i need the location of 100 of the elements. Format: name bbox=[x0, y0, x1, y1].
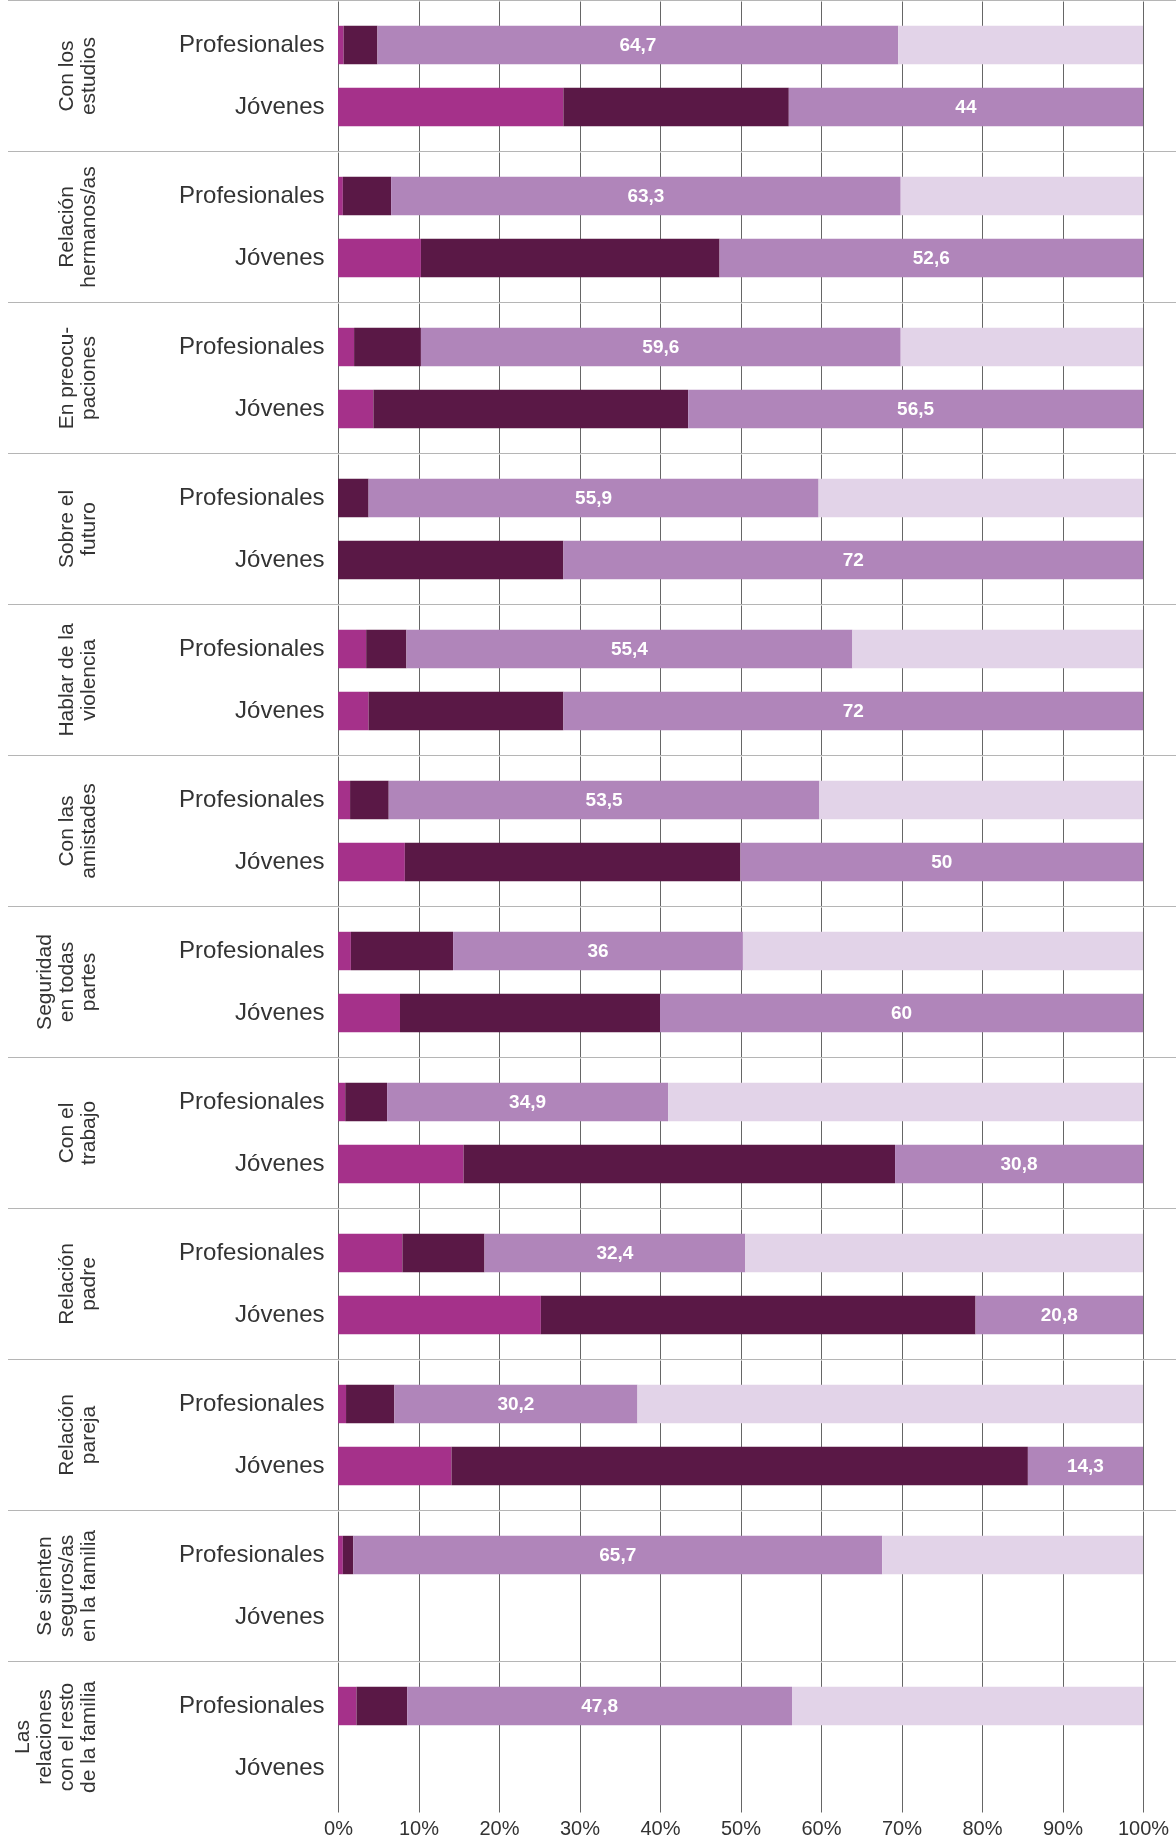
x-tick-label: 100% bbox=[1117, 1816, 1170, 1838]
y-tick-label: Jóvenes bbox=[235, 393, 325, 421]
bar bbox=[338, 1144, 464, 1184]
data-label: 64,7 bbox=[619, 34, 657, 56]
y-tick-label: Profesionales bbox=[179, 181, 325, 209]
bar bbox=[463, 1144, 896, 1184]
bar bbox=[895, 1144, 1143, 1184]
bar bbox=[338, 176, 343, 216]
text: Se sienten seguros/as en la familia bbox=[31, 1529, 99, 1643]
bar bbox=[338, 1082, 346, 1122]
bar bbox=[338, 629, 367, 669]
y-tick-label: Profesionales bbox=[179, 1238, 325, 1266]
bar bbox=[338, 1446, 452, 1486]
bar bbox=[742, 931, 1143, 971]
x-tick-label: 70% bbox=[881, 1816, 923, 1838]
data-label: 59,6 bbox=[642, 336, 680, 358]
bar bbox=[484, 1233, 746, 1273]
bar bbox=[338, 478, 369, 518]
bar bbox=[338, 1295, 541, 1335]
y-tick-label: Jóvenes bbox=[235, 1752, 325, 1780]
bar bbox=[740, 842, 1143, 882]
bar bbox=[366, 629, 407, 669]
data-label: 65,7 bbox=[599, 1544, 637, 1566]
bar bbox=[350, 780, 389, 820]
text: Relación padre bbox=[53, 1243, 99, 1325]
bar bbox=[453, 931, 743, 971]
text: Las relaciones con el resto de la familia bbox=[9, 1680, 99, 1794]
bar bbox=[338, 25, 344, 65]
data-label: 63,3 bbox=[627, 185, 665, 207]
bar bbox=[338, 780, 351, 820]
bar bbox=[338, 1233, 403, 1273]
y-tick-label: Profesionales bbox=[179, 1389, 325, 1417]
text: Con el trabajo bbox=[53, 1100, 99, 1166]
text: Con los estudios bbox=[53, 36, 99, 116]
data-label: 44 bbox=[955, 95, 977, 117]
y-tick-label: Profesionales bbox=[179, 30, 325, 58]
bar bbox=[637, 1384, 1143, 1424]
y-tick-label: Profesionales bbox=[179, 936, 325, 964]
data-label: 30,2 bbox=[497, 1393, 535, 1415]
bar bbox=[342, 176, 392, 216]
x-tick-label: 80% bbox=[962, 1816, 1003, 1838]
bar bbox=[338, 842, 405, 882]
data-label: 72 bbox=[842, 699, 864, 721]
y-tick-label: Jóvenes bbox=[235, 997, 325, 1025]
y-tick-label: Profesionales bbox=[179, 634, 325, 662]
bar bbox=[660, 993, 1143, 1033]
bar bbox=[338, 238, 421, 278]
bar bbox=[719, 238, 1143, 278]
data-label: 55,9 bbox=[575, 487, 613, 509]
bar bbox=[745, 1233, 1143, 1273]
bar bbox=[388, 780, 820, 820]
bar bbox=[338, 540, 564, 580]
bar bbox=[368, 691, 564, 731]
bar bbox=[563, 87, 789, 127]
y-tick-label: Profesionales bbox=[179, 785, 325, 813]
y-tick-label: Profesionales bbox=[179, 1087, 325, 1115]
y-tick-label: Jóvenes bbox=[235, 1601, 325, 1629]
y-tick-label: Jóvenes bbox=[235, 242, 325, 270]
bar bbox=[975, 1295, 1143, 1335]
y-tick-label: Profesionales bbox=[179, 332, 325, 360]
bar bbox=[399, 993, 660, 1033]
y-tick-label: Jóvenes bbox=[235, 544, 325, 572]
data-label: 55,4 bbox=[610, 638, 649, 660]
x-tick-label: 60% bbox=[801, 1816, 842, 1838]
bar bbox=[394, 1384, 638, 1424]
text: Hablar de la violencia bbox=[53, 623, 99, 737]
y-tick-label: Profesionales bbox=[179, 1540, 325, 1568]
data-label: 36 bbox=[587, 940, 609, 962]
bar bbox=[563, 540, 1143, 580]
bar bbox=[338, 327, 355, 367]
bar bbox=[404, 842, 741, 882]
bar bbox=[338, 389, 374, 429]
bar bbox=[898, 25, 1143, 65]
x-tick-label: 50% bbox=[720, 1816, 762, 1838]
x-tick-label: 90% bbox=[1042, 1816, 1084, 1838]
y-tick-label: Jóvenes bbox=[235, 846, 325, 874]
data-label: 50 bbox=[931, 850, 953, 872]
bar bbox=[377, 25, 899, 65]
bar bbox=[373, 389, 689, 429]
text: Sobre el futuro bbox=[53, 489, 99, 569]
data-label: 56,5 bbox=[897, 397, 935, 419]
bar bbox=[451, 1446, 1028, 1486]
text: Seguridad en todas partes bbox=[31, 934, 99, 1030]
bar bbox=[368, 478, 819, 518]
bar bbox=[338, 931, 351, 971]
data-label: 14,3 bbox=[1066, 1454, 1104, 1476]
y-tick-label: Jóvenes bbox=[235, 1299, 325, 1327]
bar bbox=[338, 993, 400, 1033]
y-tick-label: Jóvenes bbox=[235, 91, 325, 119]
bar bbox=[852, 629, 1143, 669]
bar bbox=[540, 1295, 976, 1335]
bar bbox=[900, 176, 1143, 216]
text: Relación hermanos/as bbox=[53, 166, 99, 288]
data-label: 72 bbox=[842, 548, 864, 570]
bar bbox=[1027, 1446, 1143, 1486]
data-label: 32,4 bbox=[596, 1242, 634, 1264]
x-tick-label: 40% bbox=[640, 1816, 681, 1838]
bar bbox=[354, 327, 421, 367]
data-label: 52,6 bbox=[912, 246, 950, 268]
bar bbox=[338, 691, 369, 731]
